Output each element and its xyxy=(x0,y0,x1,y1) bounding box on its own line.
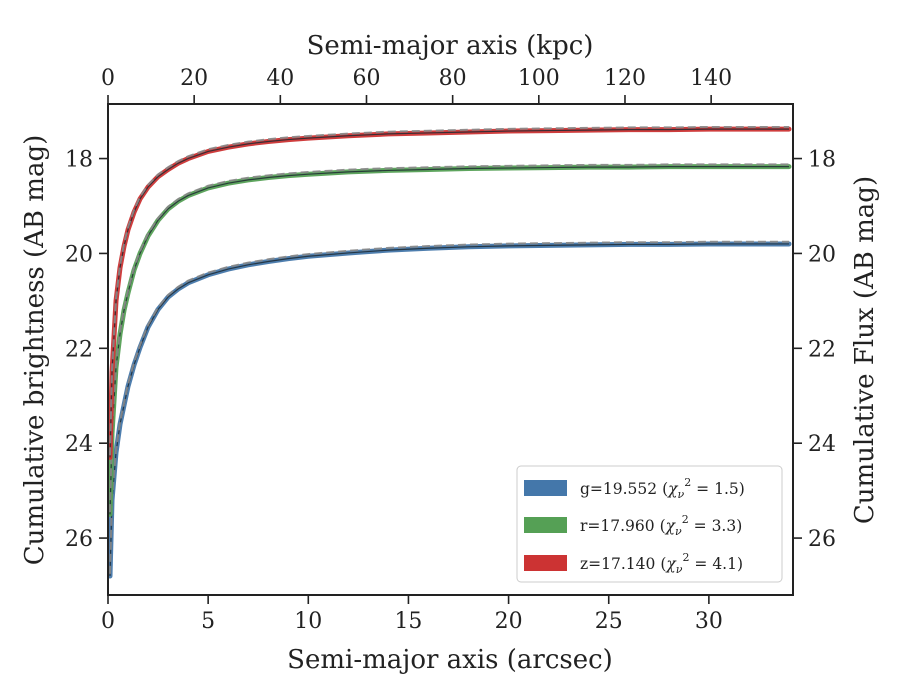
x-tick-label: 30 xyxy=(695,609,723,634)
x2-tick-label: 40 xyxy=(266,66,294,91)
y-tick-label: 18 xyxy=(65,148,93,173)
legend-entry-r: r=17.960 (χν2 = 3.3) xyxy=(524,513,742,538)
y-tick-label: 26 xyxy=(65,527,93,552)
y-tick-label: 22 xyxy=(65,337,93,362)
series-model-r xyxy=(109,163,789,513)
series-group xyxy=(108,125,792,579)
x2-tick-label: 140 xyxy=(690,66,732,91)
x2-tick-label: 100 xyxy=(518,66,560,91)
legend-entry-z: z=17.140 (χν2 = 4.1) xyxy=(524,551,743,576)
series-band-z xyxy=(108,126,792,460)
series-model-g xyxy=(109,240,789,574)
x2-axis-label: Semi-major axis (kpc) xyxy=(307,31,594,61)
x-axis-label: Semi-major axis (arcsec) xyxy=(287,645,613,675)
axes: 0 5 10 15 20 25 30 0 20 40 60 80 100 120 140 18 18 20 20 22… xyxy=(65,66,836,634)
legend-swatch-z xyxy=(524,555,567,571)
x2-tick-label: 60 xyxy=(352,66,380,91)
y2-tick-label: 26 xyxy=(808,527,836,552)
x-tick-label: 0 xyxy=(101,609,115,634)
legend-entry-g: g=19.552 (χν2 = 1.5) xyxy=(524,476,745,501)
x-tick-label: 20 xyxy=(495,609,523,634)
y-tick-label: 24 xyxy=(65,432,93,457)
x2-tick-label: 0 xyxy=(101,66,115,91)
plot-frame xyxy=(107,103,794,596)
y2-tick-label: 18 xyxy=(808,148,836,173)
legend-swatch-r xyxy=(524,517,567,533)
x-tick-label: 5 xyxy=(201,609,215,634)
x2-tick-label: 80 xyxy=(439,66,467,91)
x2-tick-label: 120 xyxy=(604,66,646,91)
legend: g=19.552 (χν2 = 1.5) r=17.960 (χν2 = 3.3… xyxy=(516,465,783,583)
y2-tick-label: 20 xyxy=(808,242,836,267)
x-tick-label: 25 xyxy=(595,609,623,634)
x2-tick-label: 20 xyxy=(180,66,208,91)
x-tick-label: 15 xyxy=(394,609,422,634)
legend-label-r: r=17.960 (χν2 = 3.3) xyxy=(580,513,742,538)
y2-axis-label: Cumulative Flux (AB mag) xyxy=(850,176,880,524)
y2-tick-label: 24 xyxy=(808,432,836,457)
series-model-z xyxy=(109,125,789,456)
y-axis-label: Cumulative brightness (AB mag) xyxy=(20,135,50,566)
legend-label-g: g=19.552 (χν2 = 1.5) xyxy=(580,476,745,501)
y2-tick-label: 22 xyxy=(808,337,836,362)
x-tick-label: 10 xyxy=(294,609,322,634)
legend-label-z: z=17.140 (χν2 = 4.1) xyxy=(580,551,743,576)
series-line-r xyxy=(109,166,789,515)
series-band-r xyxy=(108,164,792,517)
y-tick-label: 20 xyxy=(65,242,93,267)
legend-swatch-g xyxy=(524,480,567,496)
series-line-g xyxy=(109,243,789,577)
legend-frame xyxy=(516,465,783,583)
series-line-z xyxy=(109,128,789,458)
plot-area xyxy=(108,125,792,579)
